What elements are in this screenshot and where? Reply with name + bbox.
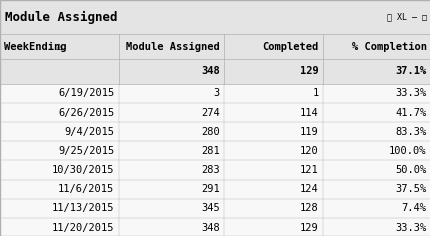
Bar [0, 103, 430, 122]
Text: 3: 3 [213, 88, 219, 98]
Text: 33.3%: 33.3% [394, 88, 426, 98]
Text: ⎙ XL — □: ⎙ XL — □ [386, 13, 426, 22]
Text: 274: 274 [200, 108, 219, 118]
Text: 291: 291 [200, 184, 219, 194]
Text: 83.3%: 83.3% [394, 127, 426, 137]
Bar [0, 84, 430, 103]
Text: % Completion: % Completion [351, 42, 426, 52]
Text: 37.5%: 37.5% [394, 184, 426, 194]
Bar [0, 218, 430, 236]
Text: 11/6/2015: 11/6/2015 [58, 184, 114, 194]
Text: 9/25/2015: 9/25/2015 [58, 146, 114, 156]
Text: 33.3%: 33.3% [394, 223, 426, 233]
Text: 100.0%: 100.0% [388, 146, 426, 156]
Text: △: △ [54, 42, 62, 51]
Text: 128: 128 [299, 203, 318, 213]
Text: 348: 348 [200, 66, 219, 76]
Bar [0, 160, 430, 180]
Text: 6/26/2015: 6/26/2015 [58, 108, 114, 118]
Text: 345: 345 [200, 203, 219, 213]
Text: 129: 129 [299, 223, 318, 233]
Text: Completed: Completed [262, 42, 318, 52]
Text: 11/20/2015: 11/20/2015 [52, 223, 114, 233]
Text: 119: 119 [299, 127, 318, 137]
Bar [0, 180, 430, 199]
Text: 1: 1 [312, 88, 318, 98]
Bar [0, 0, 430, 34]
Text: Module Assigned: Module Assigned [126, 42, 219, 52]
Bar [0, 199, 430, 218]
Text: 129: 129 [299, 66, 318, 76]
Bar [0, 141, 430, 160]
Text: 114: 114 [299, 108, 318, 118]
Text: 9/4/2015: 9/4/2015 [64, 127, 114, 137]
Text: 11/13/2015: 11/13/2015 [52, 203, 114, 213]
Bar [0, 122, 430, 141]
Text: 281: 281 [200, 146, 219, 156]
Bar [0, 34, 430, 59]
Text: 120: 120 [299, 146, 318, 156]
Text: 50.0%: 50.0% [394, 165, 426, 175]
Text: WeekEnding: WeekEnding [4, 42, 67, 52]
Text: 10/30/2015: 10/30/2015 [52, 165, 114, 175]
Text: 37.1%: 37.1% [394, 66, 426, 76]
Text: 348: 348 [200, 223, 219, 233]
Text: 41.7%: 41.7% [394, 108, 426, 118]
Text: 124: 124 [299, 184, 318, 194]
Text: 280: 280 [200, 127, 219, 137]
Text: 121: 121 [299, 165, 318, 175]
Bar [0, 59, 430, 84]
Text: Module Assigned: Module Assigned [5, 11, 117, 24]
Text: 283: 283 [200, 165, 219, 175]
Text: 6/19/2015: 6/19/2015 [58, 88, 114, 98]
Text: 7.4%: 7.4% [401, 203, 426, 213]
